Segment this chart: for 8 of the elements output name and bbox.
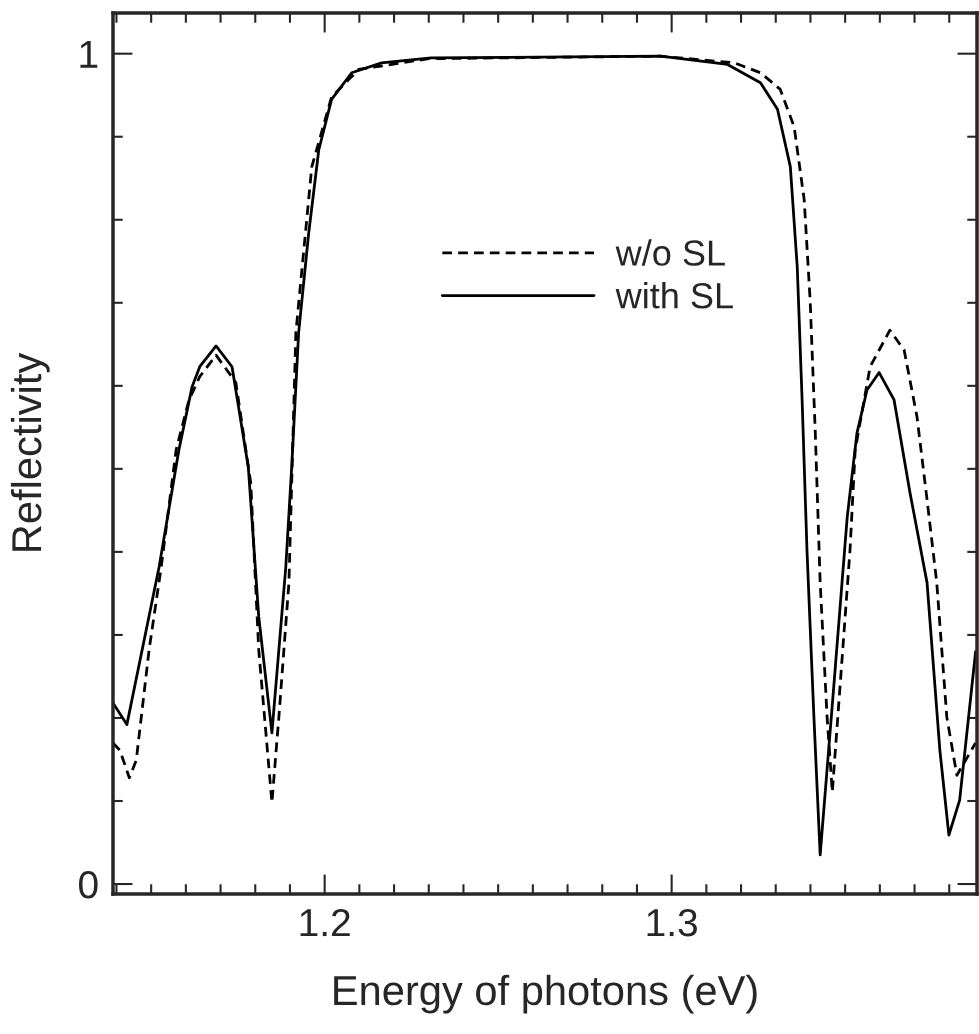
y-tick-label: 1 [80, 41, 98, 68]
y-axis-title: Reflectivity [10, 352, 50, 551]
x-tick-label: 1.2 [300, 908, 350, 937]
legend-label: with SL [615, 282, 733, 309]
x-tick-label: 1.3 [647, 908, 697, 937]
legend-label: w/o SL [615, 239, 725, 266]
y-tick-label: 0 [79, 870, 98, 899]
x-axis-title: Energy of photons (eV) [334, 974, 757, 1014]
